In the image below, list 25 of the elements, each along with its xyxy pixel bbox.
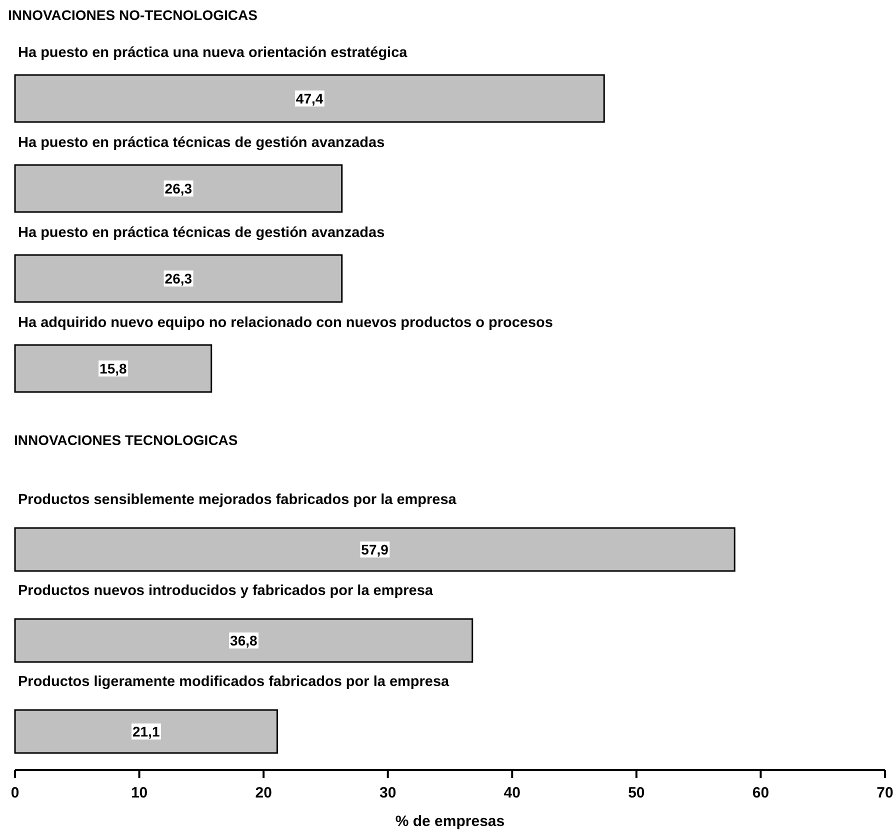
data-label: 36,8 [230,632,258,648]
data-label: 57,9 [361,542,389,558]
y-tick-label: Ha puesto en práctica una nueva orientación estratégica [18,45,408,61]
chart-title: INNOVACIONES NO-TECNOLOGICAS [8,7,258,23]
x-tick-label: 70 [876,784,894,802]
y-tick-label: Productos nuevos introducidos y fabricados por la empresa [18,583,434,599]
x-axis-title: % de empresas [395,813,505,830]
data-label: 26,3 [164,180,192,196]
x-tick-label: 0 [10,784,20,802]
x-tick-label: 30 [380,784,396,802]
chart-title: INNOVACIONES TECNOLOGICAS [14,432,238,448]
data-label: 26,3 [164,270,192,286]
y-tick-label: Ha puesto en práctica técnicas de gestión avanzadas [18,135,385,151]
data-label: 21,1 [132,724,160,740]
y-tick-label: Ha puesto en práctica técnicas de gestión avanzadas [18,225,385,241]
data-label: 15,8 [100,360,128,376]
x-tick-label: 20 [255,784,272,802]
data-label: 47,4 [296,90,324,106]
x-tick-label: 10 [130,784,148,802]
x-tick-label: 60 [752,784,770,802]
x-tick-label: 50 [628,784,645,802]
y-tick-label: Productos sensiblemente mejorados fabricados por la empresa [18,492,458,508]
x-tick-label: 40 [504,784,520,802]
y-tick-label: Ha adquirido nuevo equipo no relacionado con nuevos productos o procesos [18,315,553,331]
y-tick-label: Productos ligeramente modificados fabricados por la empresa [18,674,450,690]
